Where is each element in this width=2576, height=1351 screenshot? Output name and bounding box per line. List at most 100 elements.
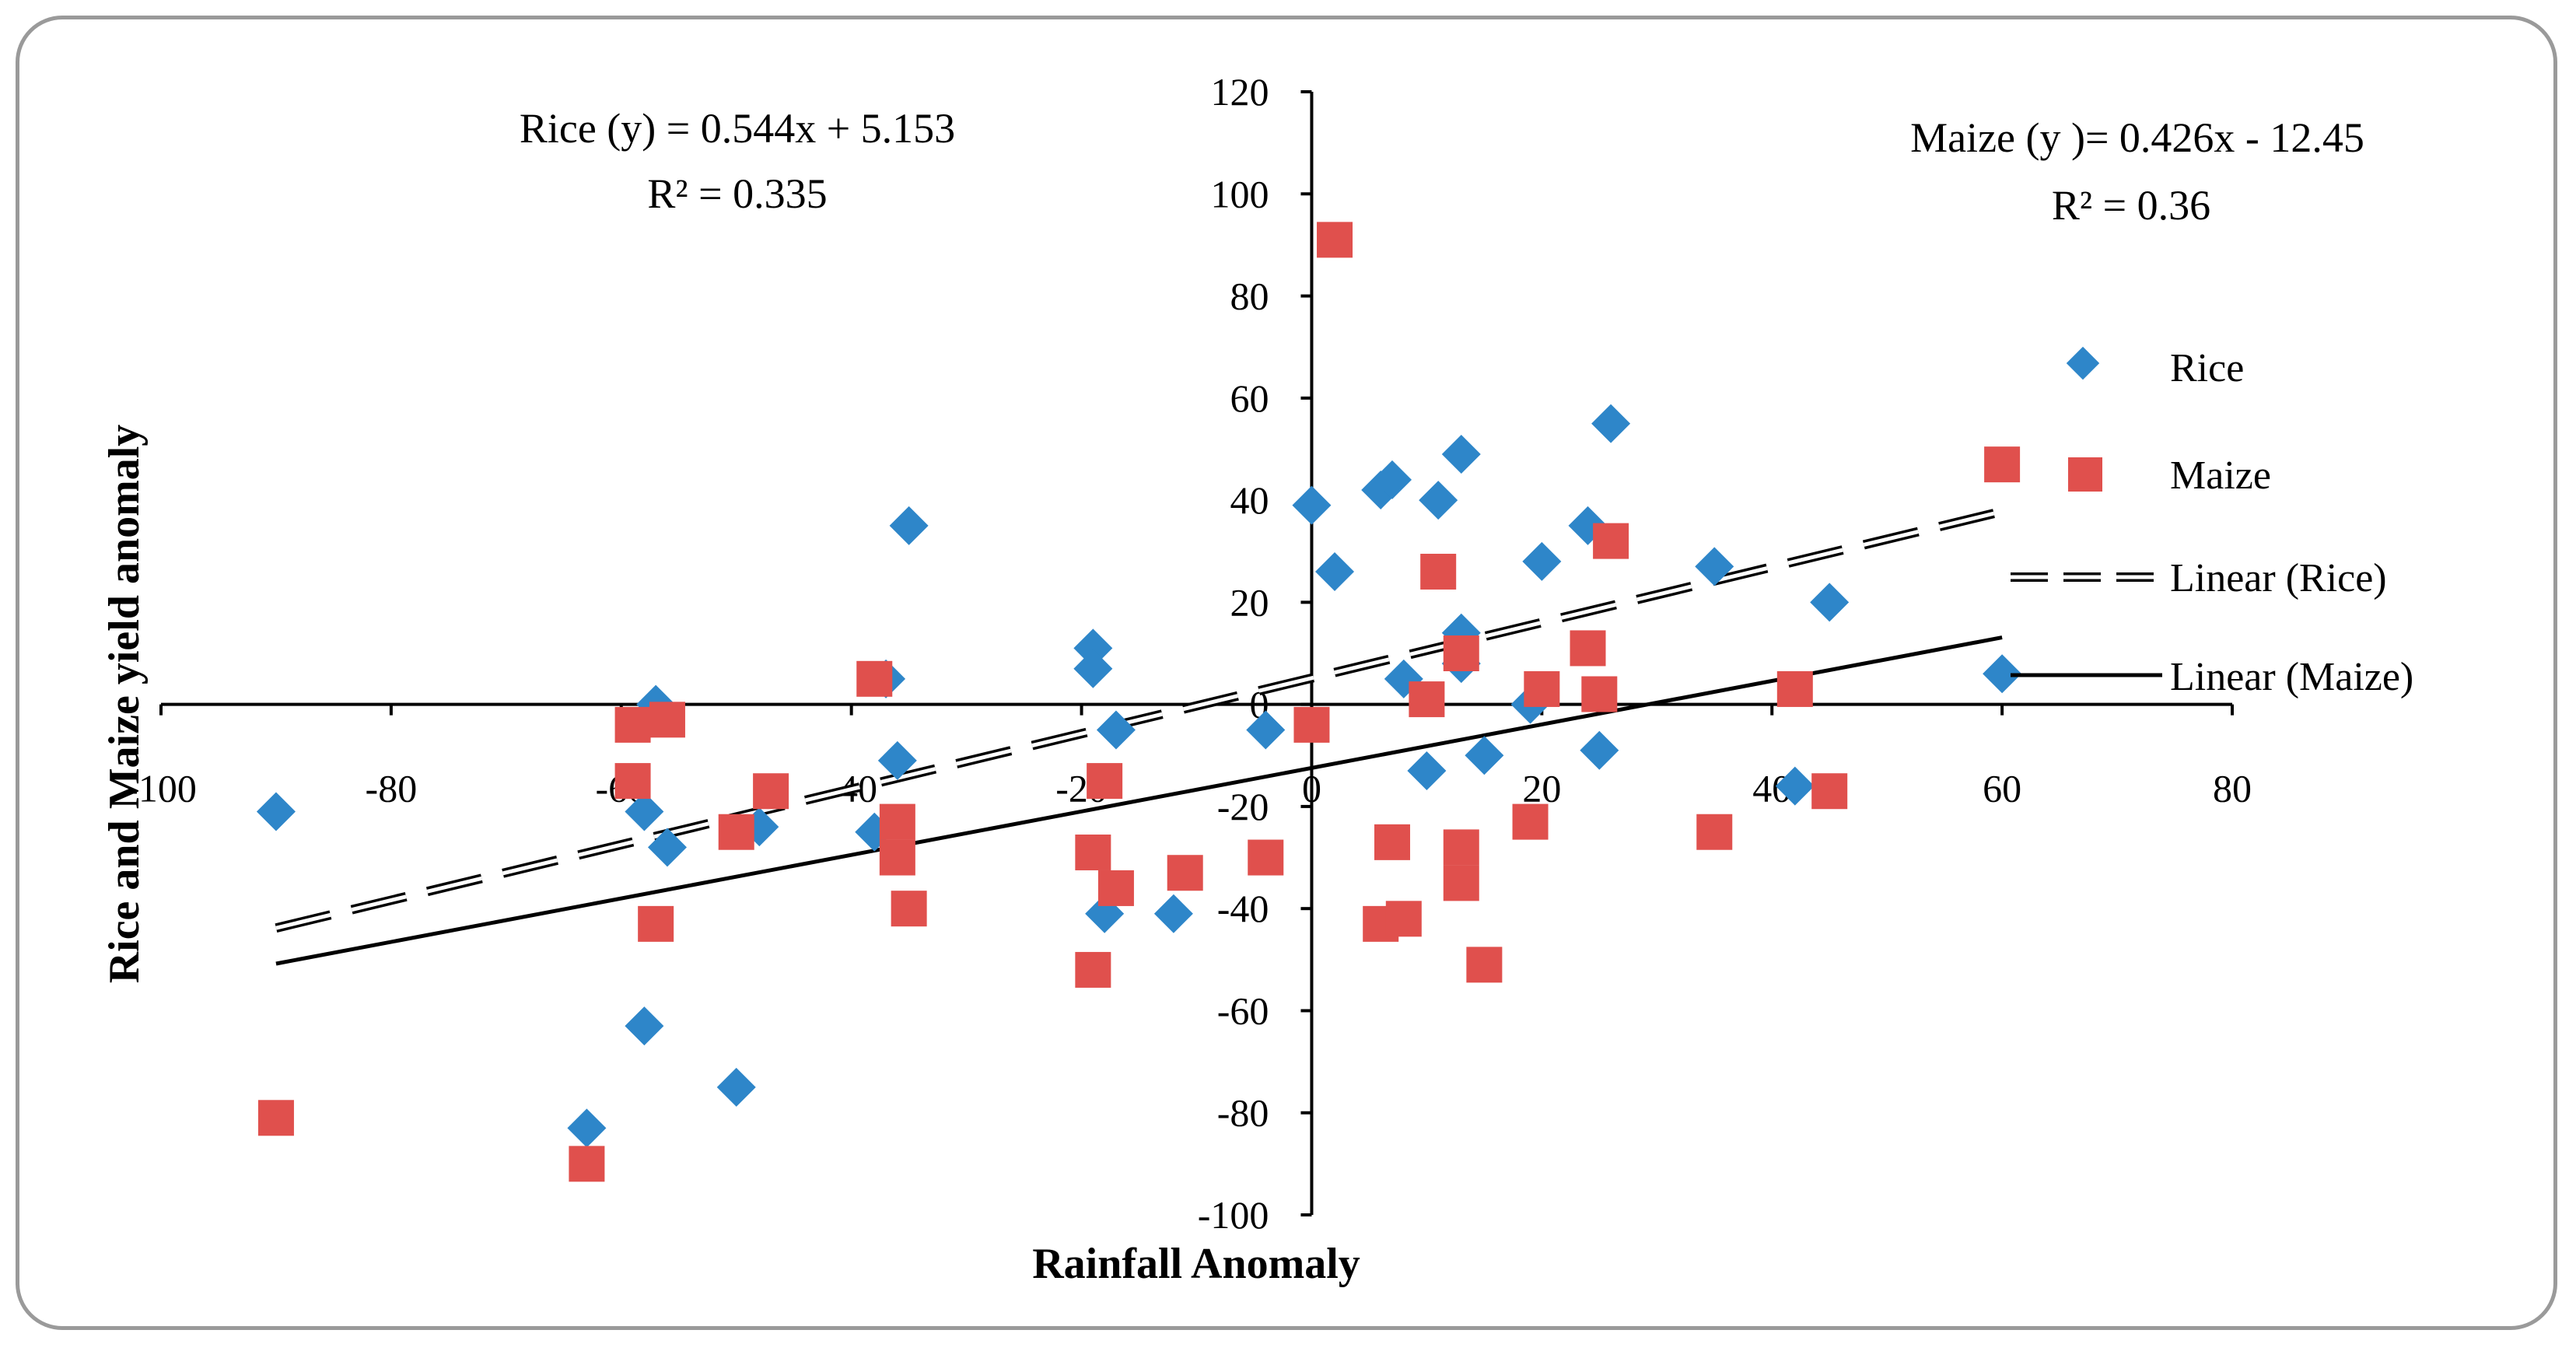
rice-point — [1568, 506, 1608, 545]
x-tick-label: 20 — [1522, 767, 1561, 810]
maize-equation: Maize (y )= 0.426x - 12.45 — [1910, 114, 2364, 161]
maize-equation-annotation: Maize (y )= 0.426x - 12.45 R² = 0.36 — [1910, 114, 2364, 229]
maize-point — [1593, 523, 1629, 559]
maize-series — [257, 222, 2021, 1182]
rice-series — [256, 404, 2022, 1148]
maize-point — [1087, 763, 1123, 800]
rice-point — [1315, 551, 1355, 591]
maize-point — [891, 891, 927, 927]
maize-point — [638, 905, 674, 942]
rice-point — [256, 792, 296, 831]
x-tick-label: -80 — [366, 767, 418, 810]
maize-point — [1075, 834, 1111, 870]
maize-point — [1984, 446, 2021, 483]
rice-r-squared: R² = 0.335 — [647, 170, 827, 217]
legend-item-linear-rice: Linear (Rice) — [2011, 556, 2387, 600]
rice-point — [647, 828, 687, 867]
rice-equation-annotation: Rice (y) = 0.544x + 5.153 R² = 0.335 — [520, 105, 955, 217]
rice-point — [1983, 654, 2022, 694]
rice-point — [1775, 766, 1815, 806]
rice-diamond-icon — [2066, 346, 2100, 380]
legend-label-linear-maize: Linear (Maize) — [2170, 655, 2413, 699]
rice-point — [716, 1067, 756, 1107]
legend-item-linear-maize: Linear (Maize) — [2011, 655, 2413, 699]
maize-square-icon — [2068, 457, 2102, 492]
rice-point — [1407, 751, 1447, 790]
rice-point — [1465, 736, 1504, 775]
y-tick-label: -60 — [1217, 989, 1269, 1032]
maize-point — [1696, 814, 1733, 850]
y-axis-title: Rice and Maize yield anomaly — [100, 425, 149, 984]
maize-point — [1443, 635, 1479, 671]
rice-point — [1096, 710, 1136, 750]
rice-point — [877, 740, 917, 780]
rice-equation: Rice (y) = 0.544x + 5.153 — [520, 105, 955, 152]
rice-point — [1695, 547, 1734, 586]
maize-point — [753, 773, 789, 810]
maize-point — [879, 803, 915, 840]
legend-label-linear-rice: Linear (Rice) — [2170, 556, 2387, 600]
y-tick-label: -40 — [1217, 887, 1269, 930]
maize-point — [257, 1100, 294, 1136]
maize-point — [614, 763, 651, 800]
y-tick-label: 80 — [1230, 275, 1269, 318]
maize-point — [649, 702, 685, 738]
x-axis-title: Rainfall Anomaly — [1032, 1240, 1360, 1288]
y-tick-label: -20 — [1217, 785, 1269, 828]
rice-point — [1246, 710, 1286, 750]
maize-point — [1385, 901, 1422, 937]
rice-point — [1591, 404, 1631, 443]
maize-point — [1811, 773, 1848, 810]
legend: Rice Maize Linear (Rice) Linear (Maize) — [2011, 346, 2413, 699]
y-tick-label: -100 — [1198, 1193, 1269, 1237]
legend-label-rice: Rice — [2170, 346, 2244, 390]
maize-point — [1570, 630, 1606, 667]
maize-point — [1512, 803, 1549, 840]
maize-point — [1167, 855, 1203, 891]
trendlines — [275, 506, 2004, 966]
y-tick-label: 120 — [1210, 70, 1269, 114]
legend-item-maize: Maize — [2068, 453, 2271, 498]
maize-point — [1374, 824, 1411, 860]
rice-point — [1073, 628, 1113, 668]
rice-point — [1073, 649, 1113, 688]
y-tick-label: 100 — [1210, 172, 1269, 215]
x-tick-label: 0 — [1302, 767, 1321, 810]
maize-point — [1581, 676, 1618, 712]
maize-point — [1248, 839, 1284, 876]
rice-point — [567, 1108, 607, 1148]
maize-point — [1293, 706, 1330, 743]
maize-point — [1466, 947, 1503, 983]
rice-point — [625, 1006, 664, 1046]
maize-point — [1776, 670, 1813, 707]
y-tick-label: 60 — [1230, 376, 1269, 420]
maize-point — [569, 1146, 605, 1182]
rice-point — [1419, 481, 1458, 520]
rice-point — [1373, 460, 1412, 499]
maize-point — [1443, 829, 1479, 866]
maize-point — [1524, 670, 1560, 707]
y-tick-label: -80 — [1217, 1091, 1269, 1135]
maize-r-squared: R² = 0.36 — [2052, 182, 2210, 229]
y-tick-label: 40 — [1230, 478, 1269, 522]
maize-point — [1097, 870, 1134, 906]
rice-point — [1522, 541, 1562, 581]
rice-point — [1810, 583, 1850, 622]
rice-point — [1292, 485, 1332, 525]
maize-point — [718, 814, 754, 850]
maize-point — [1317, 222, 1353, 258]
x-tick-label: 60 — [1983, 767, 2021, 810]
legend-item-rice: Rice — [2066, 346, 2244, 390]
rice-point — [1441, 435, 1481, 474]
x-tick-label: -100 — [125, 767, 197, 810]
maize-point — [1443, 865, 1479, 901]
rice-point — [1153, 894, 1193, 933]
rice-point — [1580, 730, 1619, 770]
maize-point — [1075, 951, 1111, 988]
trendline-rice-inner — [275, 509, 2003, 930]
maize-point — [879, 839, 915, 876]
